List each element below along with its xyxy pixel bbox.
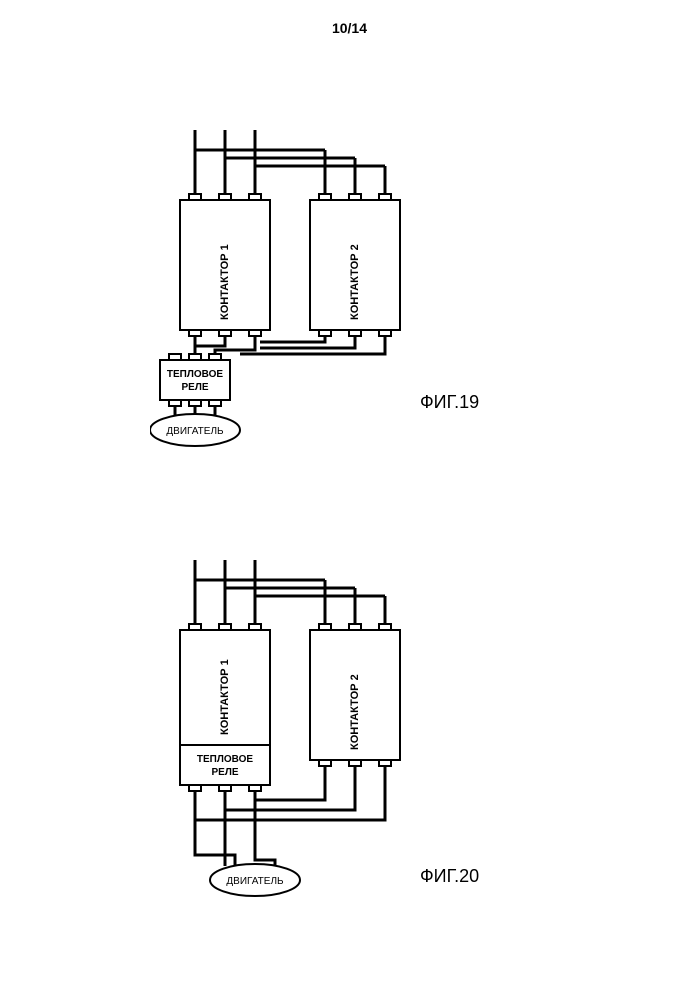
relay-label-1: ТЕПЛОВОЕ <box>167 369 224 380</box>
figure-19-caption: ФИГ.19 <box>420 392 479 412</box>
relay-label-2: РЕЛЕ <box>181 382 208 393</box>
contactor-1-label: КОНТАКТОР 1 <box>219 659 231 735</box>
motor-label: ДВИГАТЕЛЬ <box>166 426 224 437</box>
motor-label: ДВИГАТЕЛЬ <box>226 876 284 887</box>
relay-label-1: ТЕПЛОВОЕ <box>197 754 254 765</box>
contactor-2-label: КОНТАКТОР 2 <box>349 244 361 320</box>
contactor-1-label: КОНТАКТОР 1 <box>219 244 231 320</box>
page-number: 10/14 <box>0 20 699 36</box>
thermal-relay <box>160 360 230 400</box>
relay-label-2: РЕЛЕ <box>211 767 238 778</box>
figure-20: КОНТАКТОР 1 ТЕПЛОВОЕ РЕЛЕ КОНТАКТОР 2 ДВ… <box>150 560 550 920</box>
figure-19: КОНТАКТОР 1 КОНТАКТОР 2 ТЕПЛОВОЕ РЕЛЕ ДВ… <box>150 130 550 460</box>
thermal-relay <box>180 745 270 785</box>
contactor-2-label: КОНТАКТОР 2 <box>349 674 361 750</box>
figure-20-caption: ФИГ.20 <box>420 866 479 886</box>
